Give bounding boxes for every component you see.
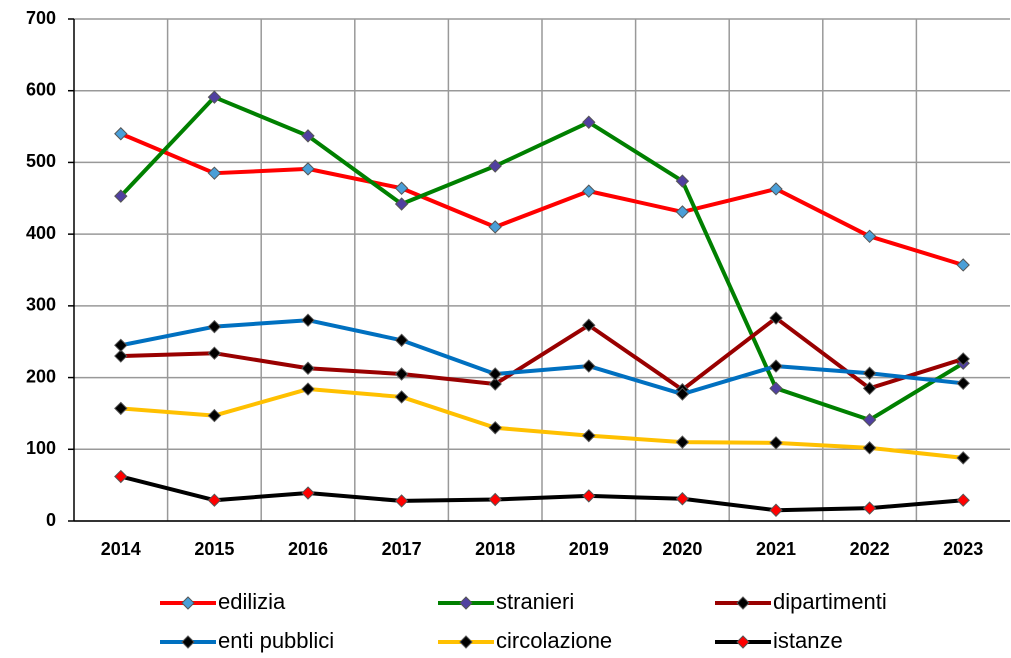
data-point	[956, 352, 970, 366]
data-point	[207, 166, 222, 180]
y-tick-label: 100	[26, 438, 56, 458]
data-point	[301, 162, 315, 176]
data-point	[301, 313, 315, 327]
data-point	[862, 441, 877, 455]
series-line	[120, 131, 964, 267]
x-tick-label: 2021	[756, 539, 796, 559]
data-point	[769, 311, 783, 325]
data-point	[207, 493, 222, 507]
data-point	[301, 361, 315, 375]
data-point	[956, 376, 970, 391]
legend-label: stranieri	[496, 589, 574, 614]
data-point	[769, 381, 783, 396]
data-point	[769, 182, 783, 196]
y-tick-label: 300	[26, 295, 56, 315]
data-point	[862, 501, 877, 515]
data-point	[114, 338, 128, 353]
x-tick-label: 2016	[288, 539, 328, 559]
legend-label: enti pubblici	[218, 628, 334, 653]
data-point	[394, 367, 409, 381]
legend-marker	[736, 635, 750, 649]
legend-label: istanze	[773, 628, 843, 653]
y-tick-label: 500	[26, 151, 56, 171]
data-point	[862, 229, 877, 244]
data-point	[582, 489, 596, 503]
data-point	[956, 451, 970, 465]
data-point	[862, 366, 877, 380]
x-tick-label: 2014	[101, 539, 141, 559]
data-point	[675, 492, 690, 506]
data-point	[675, 387, 690, 401]
legend-label: dipartimenti	[773, 589, 887, 614]
data-point	[488, 421, 502, 435]
data-point	[582, 359, 596, 373]
data-point	[956, 493, 970, 507]
data-point	[769, 436, 783, 450]
data-point	[207, 90, 222, 104]
data-point	[488, 367, 502, 381]
series-line	[120, 387, 964, 460]
y-tick-label: 700	[26, 8, 56, 28]
x-tick-label: 2019	[569, 539, 609, 559]
data-point	[582, 115, 596, 129]
x-tick-label: 2020	[662, 539, 702, 559]
data-point	[769, 503, 783, 517]
x-tick-label: 2018	[475, 539, 515, 559]
data-point	[394, 197, 409, 211]
data-point	[675, 435, 690, 449]
data-point	[394, 390, 409, 404]
y-tick-label: 400	[26, 223, 56, 243]
series-line	[120, 318, 964, 397]
data-point	[488, 159, 502, 173]
data-point	[394, 181, 409, 195]
data-point	[114, 127, 128, 141]
data-point	[956, 258, 970, 272]
data-point	[207, 346, 222, 360]
data-point	[582, 184, 596, 198]
y-tick-label: 200	[26, 366, 56, 386]
data-point	[301, 129, 315, 143]
data-point	[301, 486, 315, 500]
data-point	[675, 174, 690, 188]
data-point	[114, 349, 128, 363]
data-point	[488, 377, 502, 391]
data-point	[114, 401, 128, 416]
data-point	[582, 318, 596, 332]
x-tick-label: 2015	[194, 539, 234, 559]
data-point	[769, 359, 783, 373]
data-point	[207, 408, 222, 423]
legend-marker	[181, 635, 195, 649]
series-line	[120, 474, 964, 513]
data-point	[114, 469, 128, 484]
data-point	[488, 492, 502, 507]
legend-marker	[459, 635, 473, 649]
data-point	[301, 382, 315, 396]
x-tick-label: 2017	[382, 539, 422, 559]
data-point	[394, 333, 409, 347]
x-tick-label: 2023	[943, 539, 983, 559]
data-point	[394, 494, 409, 508]
data-point	[207, 319, 222, 334]
y-tick-label: 600	[26, 79, 56, 99]
data-point	[488, 220, 502, 234]
data-point	[862, 413, 877, 427]
data-point	[114, 189, 128, 203]
data-point	[862, 381, 877, 396]
data-point	[582, 428, 596, 443]
x-tick-label: 2022	[850, 539, 890, 559]
legend-marker	[736, 596, 750, 610]
legend-label: edilizia	[218, 589, 286, 614]
legend-label: circolazione	[496, 628, 612, 653]
legend-marker	[459, 596, 473, 610]
y-tick-label: 0	[46, 510, 56, 530]
series-line	[119, 95, 965, 422]
data-point	[675, 205, 690, 219]
series-line	[120, 316, 964, 392]
legend-marker	[181, 596, 195, 610]
